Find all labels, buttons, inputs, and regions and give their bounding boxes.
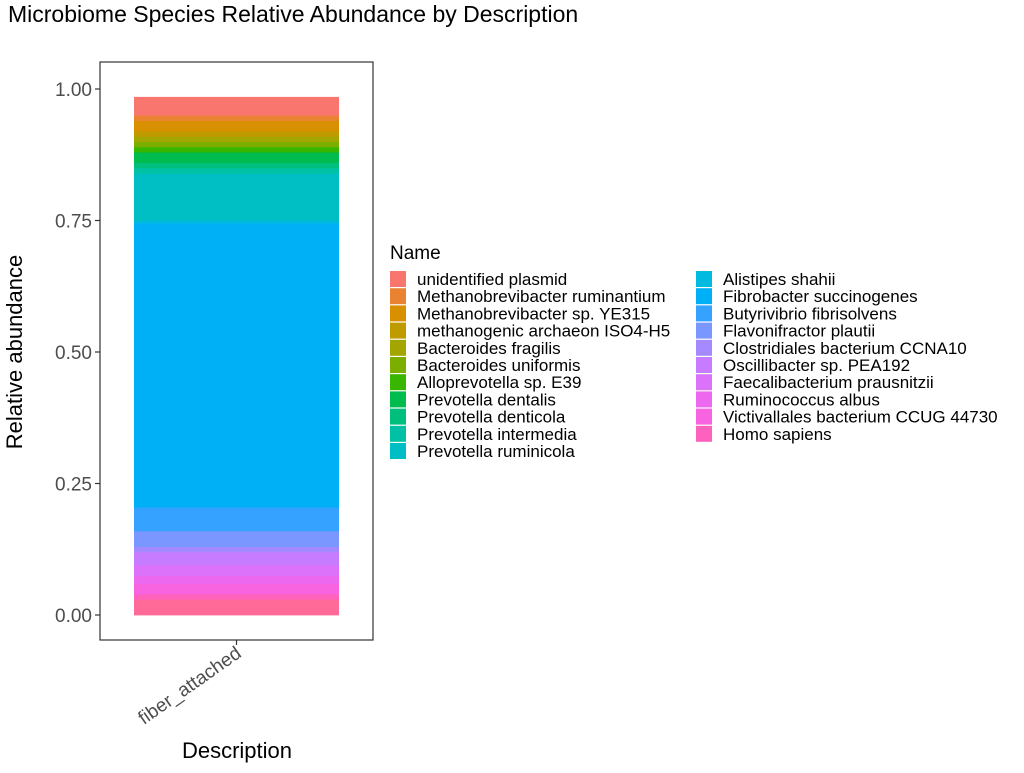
legend-label-butyrivibrio-fibrisolvens: Butyrivibrio fibrisolvens (723, 304, 897, 323)
y-tick-label: 0.50 (55, 343, 92, 364)
legend-label-prevotella-intermedia: Prevotella intermedia (417, 425, 577, 444)
bar-segment-prevotella-intermedia (134, 167, 339, 174)
legend-label-methanobrevibacter-ruminantium: Methanobrevibacter ruminantium (417, 287, 666, 306)
bar-segment-prevotella-dentalis (134, 152, 339, 164)
legend: Name unidentified plasmidMethanobrevibac… (390, 243, 998, 461)
legend-label-ruminococcus-albus: Ruminococcus albus (723, 390, 880, 409)
legend-label-bacteroides-fragilis: Bacteroides fragilis (417, 339, 561, 358)
legend-key-methanobrevibacter-sp-ye315 (390, 305, 406, 322)
bar-segment-ruminococcus-albus (134, 575, 339, 584)
legend-label-prevotella-ruminicola: Prevotella ruminicola (417, 442, 575, 461)
legend-key-faecalibacterium-prausnitzii (696, 374, 712, 391)
bar-segment-methanobrevibacter-ruminantium (134, 115, 339, 121)
legend-label-flavonifractor-plautii: Flavonifractor plautii (723, 322, 875, 341)
legend-label-victivallales-bacterium-ccug-44730: Victivallales bacterium CCUG 44730 (723, 408, 998, 427)
plot-area (134, 96, 339, 616)
legend-key-prevotella-ruminicola (390, 443, 406, 459)
bar-segment-unidentified-plasmid (134, 96, 339, 116)
legend-key-bacteroides-fragilis (390, 339, 406, 356)
legend-label-methanobrevibacter-sp-ye315: Methanobrevibacter sp. YE315 (417, 304, 650, 323)
bar-segment-oscillibacter-sp-pea192 (134, 551, 339, 566)
bar-segment-bacteroides-uniformis (134, 141, 339, 148)
bar-segment-prevotella-ruminicola (134, 173, 339, 221)
y-tick-label: 0.75 (55, 212, 92, 233)
bar-segment-series-22 (134, 599, 339, 616)
legend-key-clostridiales-bacterium-ccna10 (696, 339, 712, 356)
bar-segment-butyrivibrio-fibrisolvens (134, 507, 339, 532)
bar-segment-victivallales-bacterium-ccug-44730 (134, 583, 339, 595)
x-tick-label: fiber_attached (135, 643, 246, 729)
legend-label-faecalibacterium-prausnitzii: Faecalibacterium prausnitzii (723, 373, 934, 392)
bar-segment-methanobrevibacter-sp-ye315 (134, 120, 339, 132)
chart-title: Microbiome Species Relative Abundance by… (8, 1, 578, 27)
legend-key-fibrobacter-succinogenes (696, 288, 712, 305)
legend-title: Name (390, 243, 441, 264)
legend-label-alistipes-shahii: Alistipes shahii (723, 270, 835, 289)
y-tick-label: 0.25 (55, 475, 92, 496)
legend-label-fibrobacter-succinogenes: Fibrobacter succinogenes (723, 287, 918, 306)
legend-label-methanogenic-archaeon-iso4-h5: methanogenic archaeon ISO4-H5 (417, 322, 670, 341)
legend-label-alloprevotella-sp-e39: Alloprevotella sp. E39 (417, 373, 581, 392)
legend-key-alistipes-shahii (696, 271, 712, 287)
legend-key-ruminococcus-albus (696, 391, 712, 408)
legend-key-alloprevotella-sp-e39 (390, 374, 406, 391)
legend-label-prevotella-denticola: Prevotella denticola (417, 408, 566, 427)
bar-segment-methanogenic-archaeon-iso4-h5 (134, 131, 339, 137)
bar-segment-clostridiales-bacterium-ccna10 (134, 546, 339, 553)
legend-key-butyrivibrio-fibrisolvens (696, 305, 712, 322)
legend-label-clostridiales-bacterium-ccna10: Clostridiales bacterium CCNA10 (723, 339, 967, 358)
legend-label-prevotella-dentalis: Prevotella dentalis (417, 390, 556, 409)
bar-segment-prevotella-denticola (134, 162, 339, 169)
legend-key-unidentified-plasmid (390, 271, 406, 287)
bar-segment-flavonifractor-plautii (134, 530, 339, 548)
y-axis-title: Relative abundance (2, 255, 27, 449)
y-tick-label: 0.00 (55, 606, 92, 627)
legend-key-victivallales-bacterium-ccug-44730 (696, 408, 712, 425)
legend-key-prevotella-dentalis (390, 391, 406, 408)
legend-key-homo-sapiens (696, 425, 712, 442)
bar-segment-fibrobacter-succinogenes (134, 223, 339, 508)
bar-segment-homo-sapiens (134, 593, 339, 600)
legend-key-prevotella-denticola (390, 408, 406, 425)
bar-segment-alloprevotella-sp-e39 (134, 146, 339, 153)
y-tick-label: 1.00 (55, 80, 92, 101)
legend-key-methanogenic-archaeon-iso4-h5 (390, 322, 406, 339)
legend-key-flavonifractor-plautii (696, 322, 712, 339)
legend-key-oscillibacter-sp-pea192 (696, 357, 712, 373)
bar-segment-alistipes-shahii (134, 220, 339, 224)
bar-segment-faecalibacterium-prausnitzii (134, 565, 339, 576)
legend-label-homo-sapiens: Homo sapiens (723, 425, 832, 444)
legend-label-bacteroides-uniformis: Bacteroides uniformis (417, 356, 580, 375)
legend-key-methanobrevibacter-ruminantium (390, 288, 406, 305)
legend-label-oscillibacter-sp-pea192: Oscillibacter sp. PEA192 (723, 356, 910, 375)
legend-label-unidentified-plasmid: unidentified plasmid (417, 270, 567, 289)
legend-key-bacteroides-uniformis (390, 357, 406, 373)
legend-key-prevotella-intermedia (390, 425, 406, 442)
bar-segment-bacteroides-fragilis (134, 136, 339, 142)
x-axis-title: Description (182, 738, 292, 763)
